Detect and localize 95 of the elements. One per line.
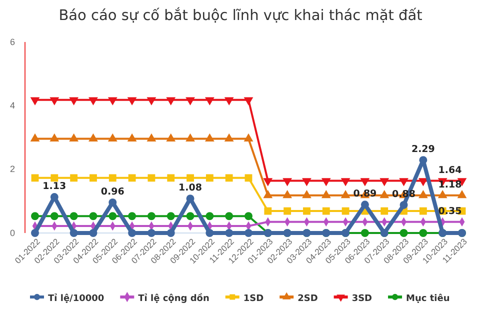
point: [360, 229, 369, 237]
legend-label: Tỉ lệ/10000: [48, 293, 104, 304]
point: [31, 174, 39, 182]
y-tick-label: 2: [10, 164, 15, 174]
point: [244, 212, 252, 220]
point: [31, 229, 39, 237]
point: [31, 212, 39, 220]
point: [282, 190, 292, 198]
point: [127, 97, 137, 106]
point: [282, 178, 292, 186]
point: [244, 174, 252, 182]
point: [69, 97, 78, 106]
point: [128, 229, 136, 237]
legend-label: 1SD: [243, 294, 264, 304]
point: [128, 174, 136, 182]
data-label: 0.88: [392, 188, 416, 200]
point: [89, 212, 98, 220]
point: [342, 207, 350, 215]
point: [380, 178, 390, 186]
point: [340, 178, 350, 186]
point: [186, 174, 194, 182]
point: [399, 178, 408, 186]
point: [263, 190, 273, 198]
point: [380, 190, 390, 198]
point: [89, 229, 98, 237]
y-tick-label: 0: [10, 228, 15, 238]
point: [70, 174, 78, 182]
point: [264, 207, 272, 215]
point: [206, 212, 214, 220]
point: [147, 212, 156, 220]
point: [302, 190, 312, 198]
point: [205, 97, 214, 106]
point: [146, 97, 156, 106]
legend-label: 3SD: [352, 294, 372, 304]
data-label: 1.08: [178, 182, 202, 194]
point: [186, 97, 195, 106]
point: [400, 229, 408, 237]
point: [244, 229, 252, 237]
point: [360, 178, 370, 186]
point: [263, 178, 273, 186]
point: [438, 190, 448, 198]
data-label: 0.35: [438, 206, 462, 217]
point: [225, 229, 234, 237]
point: [30, 97, 40, 106]
point: [340, 190, 350, 198]
point: [244, 97, 254, 106]
point: [225, 212, 234, 220]
point: [166, 97, 176, 106]
point: [206, 229, 214, 237]
point: [206, 174, 214, 182]
point: [224, 97, 234, 106]
data-label: 0.96: [100, 186, 125, 198]
point: [50, 97, 60, 106]
point: [88, 97, 98, 106]
point: [108, 212, 117, 220]
point: [322, 207, 330, 215]
point: [418, 190, 428, 198]
point: [50, 174, 58, 182]
point: [186, 212, 194, 220]
point: [400, 201, 408, 209]
data-label: 2.29: [411, 144, 435, 156]
point: [167, 174, 175, 182]
point: [419, 207, 427, 215]
point: [225, 174, 233, 182]
point: [50, 212, 58, 220]
point: [419, 229, 428, 237]
point: [108, 97, 118, 106]
point: [166, 229, 175, 237]
y-tick-label: 4: [10, 100, 15, 111]
point: [321, 190, 331, 198]
point: [360, 200, 369, 209]
data-label: 1.18: [438, 179, 462, 190]
data-label: 1.13: [42, 181, 66, 192]
point: [457, 190, 467, 198]
point: [284, 207, 292, 215]
point: [380, 207, 388, 215]
point: [147, 229, 156, 237]
point: [186, 194, 194, 203]
y-tick-label: 6: [10, 36, 15, 47]
point: [108, 174, 116, 182]
legend-label: Tỉ lệ cộng dồn: [138, 293, 210, 304]
point: [70, 212, 78, 220]
data-label: 1.64: [438, 164, 462, 176]
point: [303, 207, 310, 215]
legend-label: 2SD: [298, 294, 318, 304]
point: [108, 198, 117, 206]
point: [321, 178, 331, 186]
point: [90, 174, 97, 182]
point: [148, 174, 156, 182]
point: [70, 229, 78, 237]
chart-title: Báo cáo sự cố bắt buộc lĩnh vực khai thác mặt đất: [58, 7, 423, 24]
point: [302, 178, 312, 186]
point: [166, 212, 175, 220]
legend-label: Mục tiêu: [406, 293, 450, 304]
point: [128, 212, 136, 220]
